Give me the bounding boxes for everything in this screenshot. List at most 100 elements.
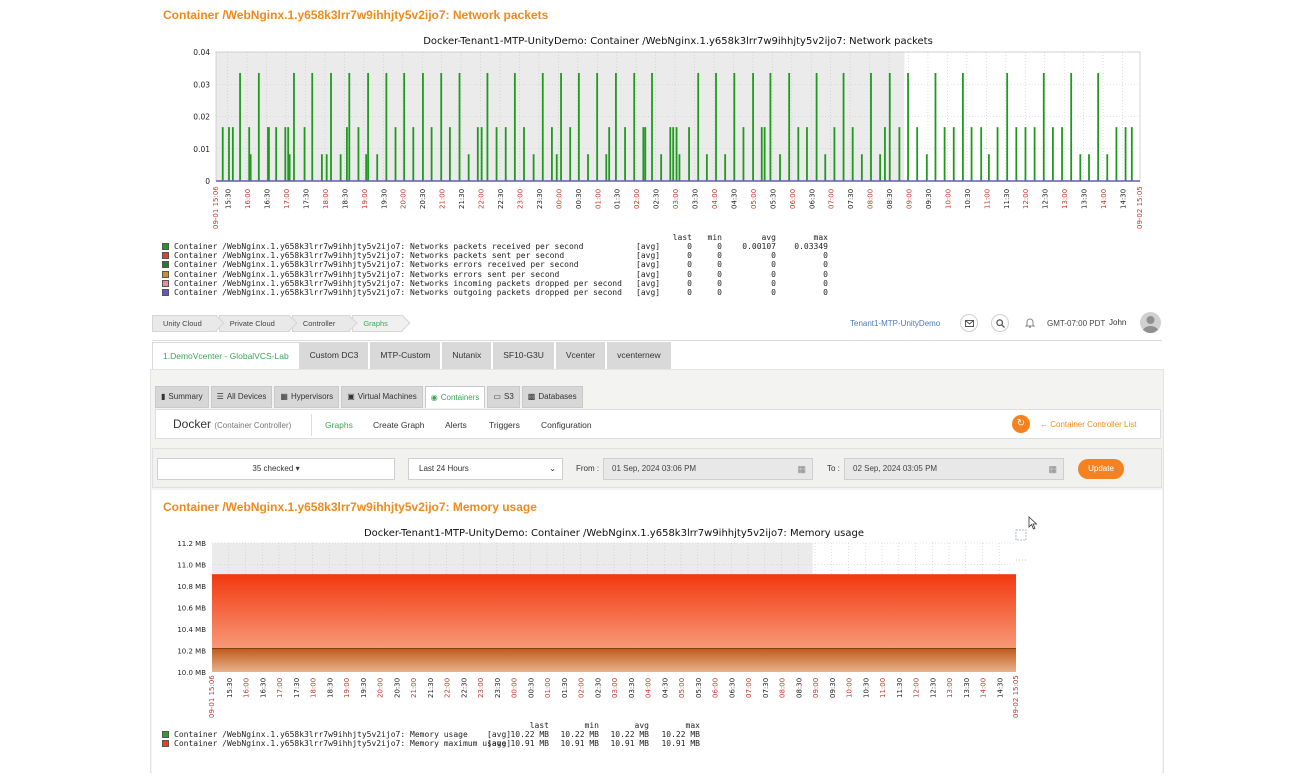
x-tick-label: 09:00	[906, 189, 914, 209]
packet-bar	[325, 154, 328, 181]
breadcrumb-unity-cloud[interactable]: Unity Cloud	[152, 315, 217, 332]
from-date-value: 01 Sep, 2024 03:06 PM	[612, 464, 697, 473]
x-tick-label: 20:30	[393, 678, 401, 698]
legend-tag: [avg]	[636, 242, 661, 251]
breadcrumb-controller[interactable]: Controller	[291, 315, 351, 332]
x-tick-label: 01:30	[561, 678, 569, 698]
x-tick-label: 04:00	[711, 189, 719, 209]
x-tick-label: 08:30	[886, 189, 894, 209]
packet-bar	[495, 127, 498, 181]
controller-list-link[interactable]: ← Container Controller List	[1040, 420, 1137, 429]
y-tick-label: 10.8 MB	[177, 583, 206, 591]
zoom-icon-frame	[1015, 529, 1027, 541]
tab-databases[interactable]: ▩ Databases	[521, 386, 583, 408]
x-tick-label: 09:30	[925, 189, 933, 209]
refresh-icon[interactable]: ↻	[1012, 415, 1030, 433]
tab-databases-label: Databases	[538, 392, 577, 401]
packet-bar	[587, 154, 589, 181]
tab-summary[interactable]: ▮ Summary	[155, 386, 209, 408]
packet-bar	[257, 72, 260, 181]
legend-series-name: Container /WebNginx.1.y658k3lrr7w9ihhjty…	[174, 242, 584, 251]
x-tick-label: 14:00	[1100, 189, 1108, 209]
bell-icon[interactable]	[1024, 317, 1036, 330]
tab-demovcenter[interactable]: 1.DemoVcenter - GlobalVCS-Lab	[152, 342, 300, 369]
tab-mtp-custom[interactable]: MTP-Custom	[370, 342, 443, 369]
x-tick-label: 18:00	[322, 189, 330, 209]
legend-value: 0	[771, 260, 776, 270]
legend-swatch	[162, 289, 169, 296]
items-select[interactable]: 35 checked ▾	[157, 458, 395, 480]
packet-bar	[551, 127, 553, 181]
from-date-input[interactable]: 01 Sep, 2024 03:06 PM ▦	[603, 458, 813, 480]
tab-containers-label: Containers	[440, 392, 480, 402]
tab-nutanix[interactable]: Nutanix	[442, 342, 494, 369]
tab-summary-label: Summary	[168, 392, 203, 401]
memory-section-title: Container /WebNginx.1.y658k3lrr7w9ihhjty…	[163, 500, 537, 514]
tab-s3[interactable]: ▭ S3	[487, 386, 520, 408]
packet-bar	[339, 154, 342, 181]
menu-graphs[interactable]: Graphs	[325, 420, 353, 430]
legend-value: 0	[823, 278, 828, 288]
packet-bar	[1006, 72, 1009, 181]
legend-value: 10.91 MB	[560, 739, 599, 748]
update-button[interactable]: Update	[1078, 459, 1124, 479]
x-tick-label: 10:30	[862, 678, 870, 698]
tab-vcenternew[interactable]: vcenternew	[607, 342, 673, 369]
menu-configuration[interactable]: Configuration	[541, 420, 592, 430]
packet-bar	[1097, 72, 1100, 181]
packet-bar	[608, 127, 611, 181]
packet-bar	[633, 72, 636, 181]
controller-divider	[311, 414, 312, 436]
tenant-link[interactable]: Tenant1-MTP-UnityDemo	[850, 319, 941, 328]
x-end-label: 09-02 15:05	[1136, 186, 1144, 229]
calendar-icon[interactable]: ▦	[797, 464, 806, 474]
menu-alerts[interactable]: Alerts	[445, 420, 467, 430]
x-tick-label: 00:30	[527, 678, 535, 698]
tab-all-devices[interactable]: ☰ All Devices	[210, 386, 273, 408]
packet-bar	[248, 127, 251, 181]
menu-triggers[interactable]: Triggers	[489, 420, 520, 430]
packet-bar	[916, 127, 919, 181]
tab-sf10-g3u[interactable]: SF10-G3U	[493, 342, 556, 369]
packet-bar	[642, 127, 645, 181]
x-tick-label: 05:00	[678, 678, 686, 698]
packet-bar	[293, 72, 295, 181]
x-tick-label: 21:00	[439, 189, 447, 209]
x-tick-label: 01:00	[594, 189, 602, 209]
packet-bar	[287, 127, 290, 181]
search-icon[interactable]	[991, 314, 1009, 332]
packet-bar	[367, 72, 369, 181]
packet-bar	[724, 154, 727, 181]
tab-virtual-machines[interactable]: ▣ Virtual Machines	[341, 386, 423, 408]
to-date-input[interactable]: 02 Sep, 2024 03:05 PM ▦	[844, 458, 1064, 480]
x-tick-label: 04:00	[645, 678, 653, 698]
x-tick-label: 05:30	[695, 678, 703, 698]
x-tick-label: 21:00	[410, 678, 418, 698]
legend-value: 0	[687, 242, 692, 251]
tab-custom-dc3[interactable]: Custom DC3	[299, 342, 371, 369]
y-tick-label: 0	[205, 177, 210, 186]
legend-tag: [avg]	[636, 288, 661, 297]
packet-bar	[996, 127, 999, 181]
packet-bar	[448, 127, 451, 181]
tab-vcenter[interactable]: Vcenter	[555, 342, 608, 369]
period-select[interactable]: Last 24 Hours ⌄	[408, 458, 563, 480]
summary-icon: ▮	[161, 392, 166, 401]
x-tick-label: 17:30	[302, 189, 310, 209]
user-avatar-icon[interactable]	[1140, 312, 1161, 333]
user-name[interactable]: John	[1109, 318, 1127, 327]
legend-swatch	[162, 279, 169, 287]
menu-create-graph[interactable]: Create Graph	[373, 420, 425, 430]
tab-containers[interactable]: ◉ Containers	[424, 386, 486, 408]
legend-series-name: Container /WebNginx.1.y658k3lrr7w9ihhjty…	[174, 730, 468, 739]
packet-bar	[898, 127, 901, 181]
packet-bar	[925, 154, 928, 181]
calendar-icon[interactable]: ▦	[1048, 464, 1057, 474]
packet-bar	[1070, 72, 1073, 181]
packet-bar	[733, 72, 736, 181]
packet-bar	[422, 72, 424, 181]
tab-s3-label: S3	[503, 392, 514, 401]
mail-icon[interactable]	[960, 314, 978, 332]
tab-hypervisors[interactable]: ▦ Hypervisors	[274, 386, 340, 408]
packet-bar	[412, 127, 415, 181]
